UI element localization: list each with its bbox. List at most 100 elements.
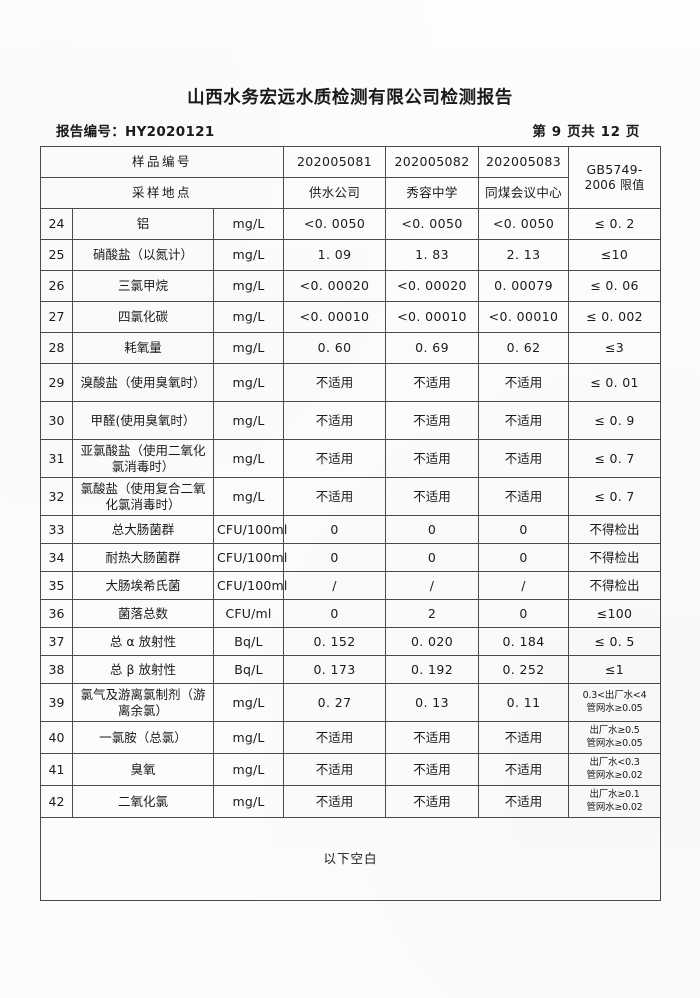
sample-2-value: 0. 020 [385,627,480,656]
sample-2-value: 不适用 [385,439,480,478]
parameter-unit: mg/L [212,363,285,402]
parameter-unit: mg/L [212,239,285,271]
table-row: 38 总 β 放射性 Bq/L 0. 173 0. 192 0. 252 ≤1 [40,655,662,684]
footer-note-row: 以下空白 [39,817,662,901]
sample-1-value: 不适用 [283,785,387,818]
header-standard-line2: 2006 限值 [584,177,645,192]
standard-limit-value: ≤ 0. 9 [568,401,662,440]
parameter-unit: mg/L [212,270,285,302]
row-index: 27 [40,301,73,333]
parameter-unit: Bq/L [212,655,285,684]
standard-limit-line: 出厂水≥0.5 [589,724,640,736]
table-row: 36 菌落总数 CFU/ml 0 2 0 ≤100 [40,599,662,628]
table-row: 26 三氯甲烷 mg/L <0. 00020 <0. 00020 0. 00079 ≤ 0.… [40,270,662,302]
sample-1-value: 0 [283,543,387,572]
sample-1-value: / [283,571,387,600]
table-row: 33 总大肠菌群 CFU/100ml 0 0 0 不得检出 [40,515,662,544]
standard-limit-value: 不得检出 [568,571,662,600]
row-index: 41 [40,753,73,786]
parameter-name: 二氧化氯 [72,785,214,818]
sample-2-value: 0. 69 [385,332,480,364]
row-index: 24 [40,208,73,240]
table-row: 41 臭氧 mg/L 不适用 不适用 不适用 出厂水<0.3 管网水≥0.02 [40,753,662,786]
header-sampling-site-1: 供水公司 [283,177,387,209]
table-row: 42 二氧化氯 mg/L 不适用 不适用 不适用 出厂水≥0.1 管网水≥0.02 [40,785,662,818]
table-row: 37 总 α 放射性 Bq/L 0. 152 0. 020 0. 184 ≤ 0. 5 [40,627,662,656]
parameter-unit: mg/L [212,439,285,478]
row-index: 36 [40,599,73,628]
row-index: 28 [40,332,73,364]
standard-limit-value: ≤ 0. 002 [568,301,662,333]
parameter-unit: mg/L [212,721,285,754]
parameter-unit: mg/L [212,785,285,818]
standard-limit-line: 管网水≥0.02 [586,801,643,813]
standard-limit-value: 0.3<出厂水<4 管网水≥0.05 [568,683,662,722]
parameter-name: 耗氧量 [72,332,214,364]
sample-2-value: 1. 83 [385,239,480,271]
sample-1-value: 不适用 [283,477,387,516]
sample-2-value: 不适用 [385,721,480,754]
sample-2-value: <0. 00010 [385,301,480,333]
parameter-name: 总大肠菌群 [72,515,214,544]
row-index: 30 [40,401,73,440]
sample-3-value: 不适用 [478,439,570,478]
header-sampling-site-3: 同煤会议中心 [478,177,570,209]
sample-2-value: <0. 0050 [385,208,480,240]
sample-2-value: <0. 00020 [385,270,480,302]
sample-1-value: 0. 60 [283,332,387,364]
sample-3-value: 0 [478,515,570,544]
parameter-name: 三氯甲烷 [72,270,214,302]
sample-3-value: <0. 00010 [478,301,570,333]
header-sample-no-2: 202005082 [385,146,480,178]
header-sample-no-1: 202005081 [283,146,387,178]
sample-2-value: 不适用 [385,401,480,440]
results-table-wrapper: 样品编号 202005081 202005082 202005083 GB574… [39,146,662,901]
sample-2-value: 不适用 [385,477,480,516]
standard-limit-line: 管网水≥0.05 [586,702,643,714]
standard-limit-value: ≤1 [568,655,662,684]
sample-3-value: <0. 0050 [478,208,570,240]
standard-limit-value: ≤10 [568,239,662,271]
standard-limit-value: ≤100 [568,599,662,628]
row-index: 32 [40,477,73,516]
parameter-name: 甲醛(使用臭氧时） [72,401,214,440]
sample-1-value: 不适用 [283,363,387,402]
sample-1-value: 0 [283,599,387,628]
standard-limit-line: 管网水≥0.05 [586,737,643,749]
header-sample-no-3: 202005083 [478,146,570,178]
sample-1-value: 0 [283,515,387,544]
parameter-name: 溴酸盐（使用臭氧时） [72,363,214,402]
parameter-unit: mg/L [212,332,285,364]
sample-1-value: 0. 27 [283,683,387,722]
standard-limit-value: ≤3 [568,332,662,364]
parameter-unit: Bq/L [212,627,285,656]
parameter-unit: CFU/ml [212,599,285,628]
row-index: 34 [40,543,73,572]
sample-1-value: 不适用 [283,753,387,786]
table-header-site-row: 采样地点 供水公司 秀容中学 同煤会议中心 [39,177,661,209]
footer-note: 以下空白 [39,817,662,901]
parameter-unit: mg/L [212,208,285,240]
standard-limit-line: 出厂水≥0.1 [589,788,640,800]
standard-limit-value: 不得检出 [568,543,662,572]
standard-limit-value: ≤ 0. 06 [568,270,662,302]
standard-limit-value: 不得检出 [568,515,662,544]
sample-3-value: 不适用 [478,401,570,440]
row-index: 33 [40,515,73,544]
sample-3-value: 不适用 [478,363,570,402]
sample-3-value: 0 [478,543,570,572]
sample-3-value: 不适用 [478,721,570,754]
row-index: 39 [40,683,73,722]
parameter-name: 大肠埃希氏菌 [72,571,214,600]
sample-2-value: 不适用 [385,363,480,402]
sample-3-value: 0. 11 [478,683,570,722]
sample-2-value: 不适用 [385,785,480,818]
parameter-unit: CFU/100ml [212,515,287,544]
sample-3-value: 0 [478,599,570,628]
sample-3-value: 0. 252 [478,655,570,684]
standard-limit-value: 出厂水<0.3 管网水≥0.02 [568,753,662,786]
table-row: 29 溴酸盐（使用臭氧时） mg/L 不适用 不适用 不适用 ≤ 0. 01 [40,363,662,402]
sample-1-value: <0. 00020 [283,270,387,302]
table-row: 35 大肠埃希氏菌 CFU/100ml / / / 不得检出 [40,571,662,600]
sample-3-value: 0. 62 [478,332,570,364]
